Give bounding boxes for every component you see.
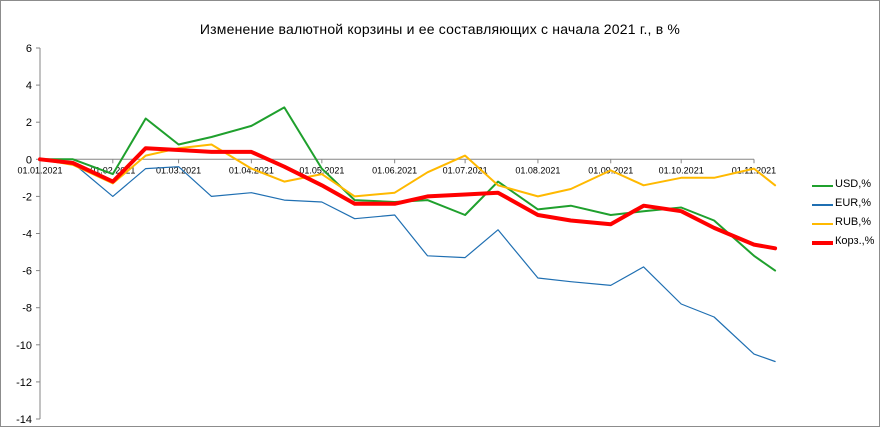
x-tick-label: 01.10.2021 — [659, 165, 704, 175]
legend-label: Корз.,% — [835, 235, 875, 247]
y-tick-label: -8 — [22, 303, 32, 315]
legend-label: EUR,% — [835, 197, 872, 209]
y-tick-label: -4 — [22, 229, 32, 241]
legend-label: RUB,% — [835, 216, 872, 228]
y-tick-label: -6 — [22, 266, 32, 278]
legend-swatch — [812, 185, 833, 187]
y-axis: 6 4 2 0 -2 -4 -6 -8 -10 -12 -14 — [16, 43, 41, 426]
series-line-3 — [38, 146, 778, 251]
y-tick-label: 2 — [26, 117, 32, 129]
x-tick-label: 01.01.2021 — [17, 165, 62, 175]
legend-swatch — [812, 241, 833, 245]
y-tick-label: -12 — [16, 377, 32, 389]
series-line-0 — [39, 106, 777, 272]
legend-label: USD,% — [835, 178, 872, 190]
x-tick-label: 01.06.2021 — [372, 165, 417, 175]
x-tick-label: 01.04.2021 — [229, 165, 274, 175]
x-tick-label: 01.11.2021 — [732, 165, 776, 175]
legend-swatch — [812, 204, 833, 206]
y-tick-label: -14 — [16, 414, 32, 426]
x-tick-label: 01.07.2021 — [443, 165, 488, 175]
y-tick-label: -10 — [16, 340, 32, 352]
y-tick-label: 6 — [26, 43, 32, 55]
x-tick-label: 01.08.2021 — [515, 165, 560, 175]
y-tick-label: 4 — [26, 80, 32, 92]
y-tick-label: 0 — [26, 154, 32, 166]
x-tick-label: 01.05.2021 — [299, 165, 344, 175]
x-tick-label: 01.03.2021 — [156, 165, 201, 175]
series-layer — [38, 106, 778, 363]
series-line-1 — [39, 158, 776, 363]
legend-swatch — [812, 223, 833, 225]
series-line-2 — [39, 143, 777, 198]
y-tick-label: -2 — [22, 191, 32, 203]
chart-title: Изменение валютной корзины и ее составля… — [199, 21, 681, 37]
x-tick-label: 01.02.2021 — [90, 165, 135, 175]
